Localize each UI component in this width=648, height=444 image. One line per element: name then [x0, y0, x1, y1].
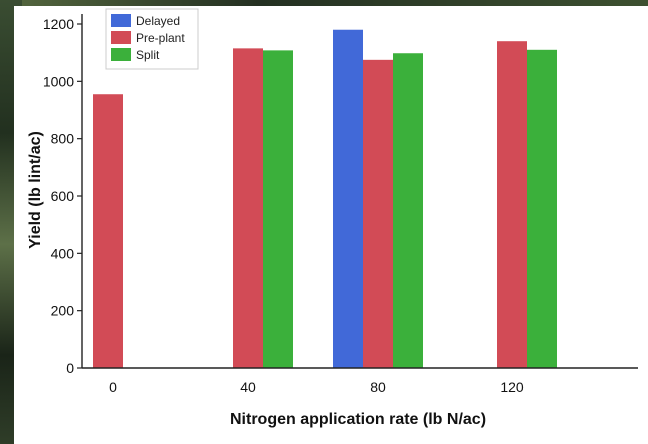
legend-label: Split [136, 48, 160, 62]
legend-label: Delayed [136, 14, 180, 28]
x-tick-label: 120 [500, 379, 524, 395]
y-tick-label: 800 [51, 131, 75, 147]
bar-delayed-80 [333, 29, 363, 368]
y-tick-label: 200 [51, 303, 75, 319]
bar-split-80 [393, 53, 423, 369]
legend-swatch [111, 48, 131, 61]
legend: Delayed Pre-plant Split [105, 8, 199, 70]
x-tick-label: 40 [240, 379, 256, 395]
bar-pre-plant-80 [363, 59, 393, 368]
background-photo-top [0, 0, 648, 8]
bar-split-40 [263, 50, 293, 369]
bar-pre-plant-0 [93, 94, 123, 368]
x-tick-labels: 0 40 80 120 [109, 379, 524, 395]
bars-layer [93, 29, 557, 369]
y-tick-labels: 0 200 400 600 800 1000 1200 [43, 16, 82, 376]
bar-pre-plant-120 [497, 41, 527, 368]
x-axis-title: Nitrogen application rate (lb N/ac) [230, 411, 486, 428]
legend-swatch [111, 31, 131, 44]
y-axis-title: Yield (lb lint/ac) [27, 131, 44, 249]
legend-label: Pre-plant [136, 31, 185, 45]
y-tick-label: 400 [51, 245, 75, 261]
bar-pre-plant-40 [233, 48, 263, 368]
y-tick-label: 1000 [43, 73, 74, 89]
y-tick-label: 1200 [43, 16, 74, 32]
x-tick-label: 0 [109, 379, 117, 395]
bar-split-120 [527, 49, 557, 369]
legend-swatch [111, 14, 131, 27]
y-tick-label: 0 [66, 360, 74, 376]
axes-layer [81, 14, 638, 369]
x-tick-label: 80 [370, 379, 386, 395]
y-tick-label: 600 [51, 188, 75, 204]
